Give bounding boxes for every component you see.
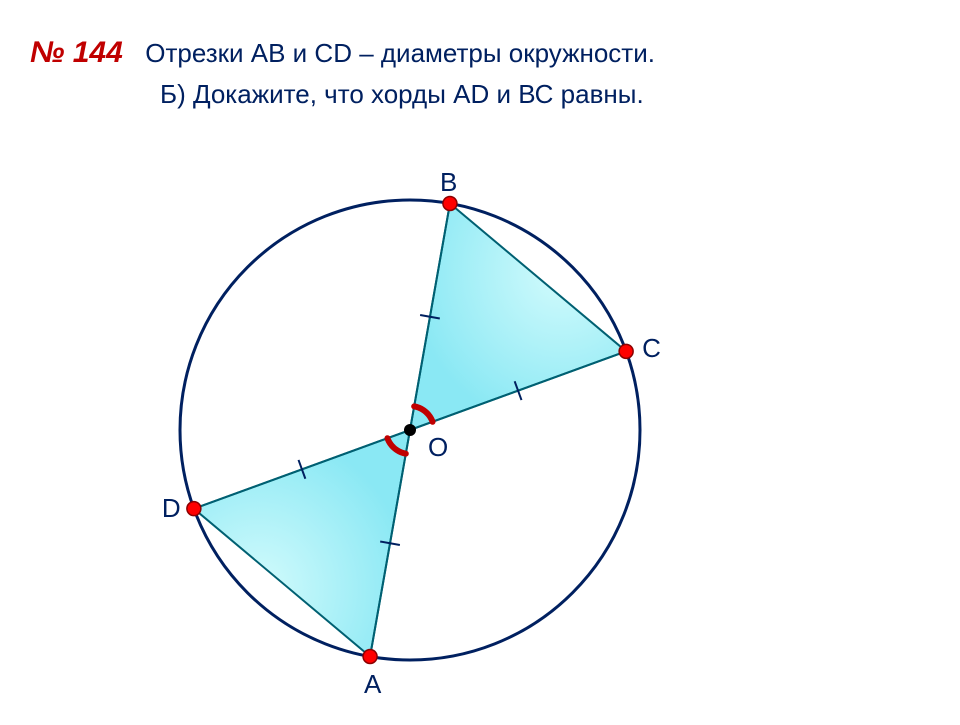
triangle-obc (410, 203, 626, 430)
geometry-diagram: B C D A O (120, 140, 700, 725)
header-line-1: № 144 Отрезки АВ и СD – диаметры окружно… (30, 30, 930, 75)
point-d (187, 502, 201, 516)
diagram-svg (120, 140, 700, 720)
problem-header: № 144 Отрезки АВ и СD – диаметры окружно… (30, 30, 930, 114)
point-label-b: B (440, 167, 457, 198)
problem-text-1: Отрезки АВ и СD – диаметры окружности. (145, 38, 655, 68)
point-label-o: O (428, 432, 448, 463)
problem-text-2: Б) Докажите, что хорды АD и ВС равны. (160, 75, 930, 114)
point-c (619, 344, 633, 358)
problem-number: № 144 (30, 36, 123, 69)
point-o (404, 424, 416, 436)
point-label-a: A (364, 669, 381, 700)
point-label-d: D (162, 493, 181, 524)
point-label-c: C (642, 333, 661, 364)
point-b (443, 196, 457, 210)
point-a (363, 650, 377, 664)
triangle-oad (194, 430, 410, 657)
